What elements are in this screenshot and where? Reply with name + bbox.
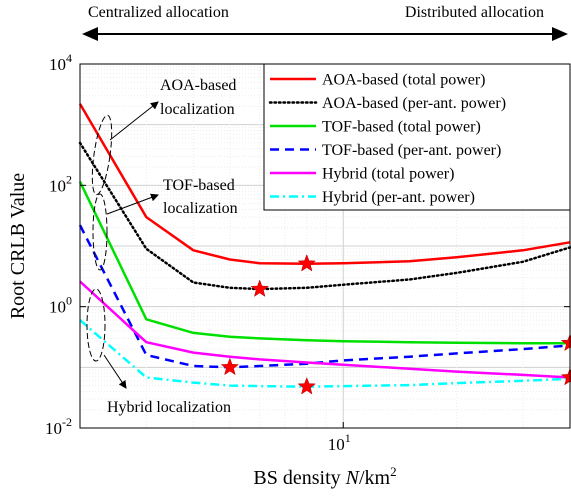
left-arrowhead xyxy=(82,27,98,41)
legend-box xyxy=(263,63,571,211)
y-tick-label-3: 104 xyxy=(49,51,72,74)
x-axis-label-var: N xyxy=(345,467,361,489)
optimum-star-4 xyxy=(220,357,240,376)
x-axis-label: BS density N/km2 xyxy=(253,464,396,489)
annotation-tof: TOF-based localization xyxy=(92,177,238,271)
y-tick-label-base: 10 xyxy=(45,419,62,438)
y-tick-label-exp: -2 xyxy=(62,415,72,429)
legend-label-2: AOA-based (per-ant. power) xyxy=(322,95,506,112)
y-tick-label-base: 10 xyxy=(49,55,66,74)
y-tick-label-0: 10-2 xyxy=(45,415,72,438)
right-arrowhead xyxy=(552,27,568,41)
y-tick-label-base: 10 xyxy=(49,298,66,317)
annotation-hybrid: Hybrid localization xyxy=(86,288,231,416)
optimum-star-1 xyxy=(297,253,316,272)
legend-label-6: Hybrid (per-ant. power) xyxy=(322,189,475,206)
y-tick-label-exp: 0 xyxy=(66,294,72,308)
y-tick-label-base: 10 xyxy=(49,176,66,195)
x-tick-label-base: 10 xyxy=(328,435,345,454)
y-tick-label-exp: 4 xyxy=(66,51,72,65)
annotation-aoa-line1: AOA-based xyxy=(160,77,236,94)
annotation-aoa: AOA-based localization xyxy=(91,77,236,196)
annotation-hybrid-ellipse xyxy=(86,288,106,362)
x-axis-label-unit: /km xyxy=(359,467,391,489)
series-line-2 xyxy=(78,141,571,291)
annotation-hybrid-arrow xyxy=(103,354,127,389)
y-tick-label-1: 100 xyxy=(49,294,72,317)
y-tick-label-exp: 2 xyxy=(66,172,72,186)
x-axis-label-prefix: BS density xyxy=(253,467,345,489)
annotation-aoa-ellipse xyxy=(91,114,113,196)
series-line-3 xyxy=(78,181,570,345)
annotation-aoa-line2: localization xyxy=(160,101,235,118)
top-right-label: Distributed allocation xyxy=(405,4,544,21)
optimum-star-6 xyxy=(297,376,316,395)
x-tick-label-exp: 1 xyxy=(345,431,351,445)
series-line-5 xyxy=(79,280,571,379)
x-axis-label-exp: 2 xyxy=(390,464,397,479)
x-tick-label-0: 101 xyxy=(328,431,351,454)
allocation-arrow: Centralized allocation Distributed alloc… xyxy=(82,4,568,41)
top-left-label: Centralized allocation xyxy=(88,4,229,21)
legend: AOA-based (total power) AOA-based (per-an… xyxy=(263,63,571,211)
legend-label-1: AOA-based (total power) xyxy=(322,72,486,89)
annotation-tof-ellipse xyxy=(92,193,108,271)
legend-label-4: TOF-based (per-ant. power) xyxy=(322,142,501,159)
y-tick-label-2: 102 xyxy=(49,172,72,195)
y-axis-label: Root CRLB Value xyxy=(7,173,29,319)
legend-label-5: Hybrid (total power) xyxy=(322,166,454,183)
annotation-tof-line2: localization xyxy=(163,200,238,217)
optimum-star-2 xyxy=(250,279,269,297)
annotation-tof-arrow xyxy=(106,193,159,215)
series-group xyxy=(78,103,571,388)
annotation-aoa-arrow xyxy=(109,101,159,141)
annotation-tof-line1: TOF-based xyxy=(163,177,235,194)
legend-label-3: TOF-based (total power) xyxy=(322,119,481,136)
annotation-hybrid-line1: Hybrid localization xyxy=(107,399,231,416)
